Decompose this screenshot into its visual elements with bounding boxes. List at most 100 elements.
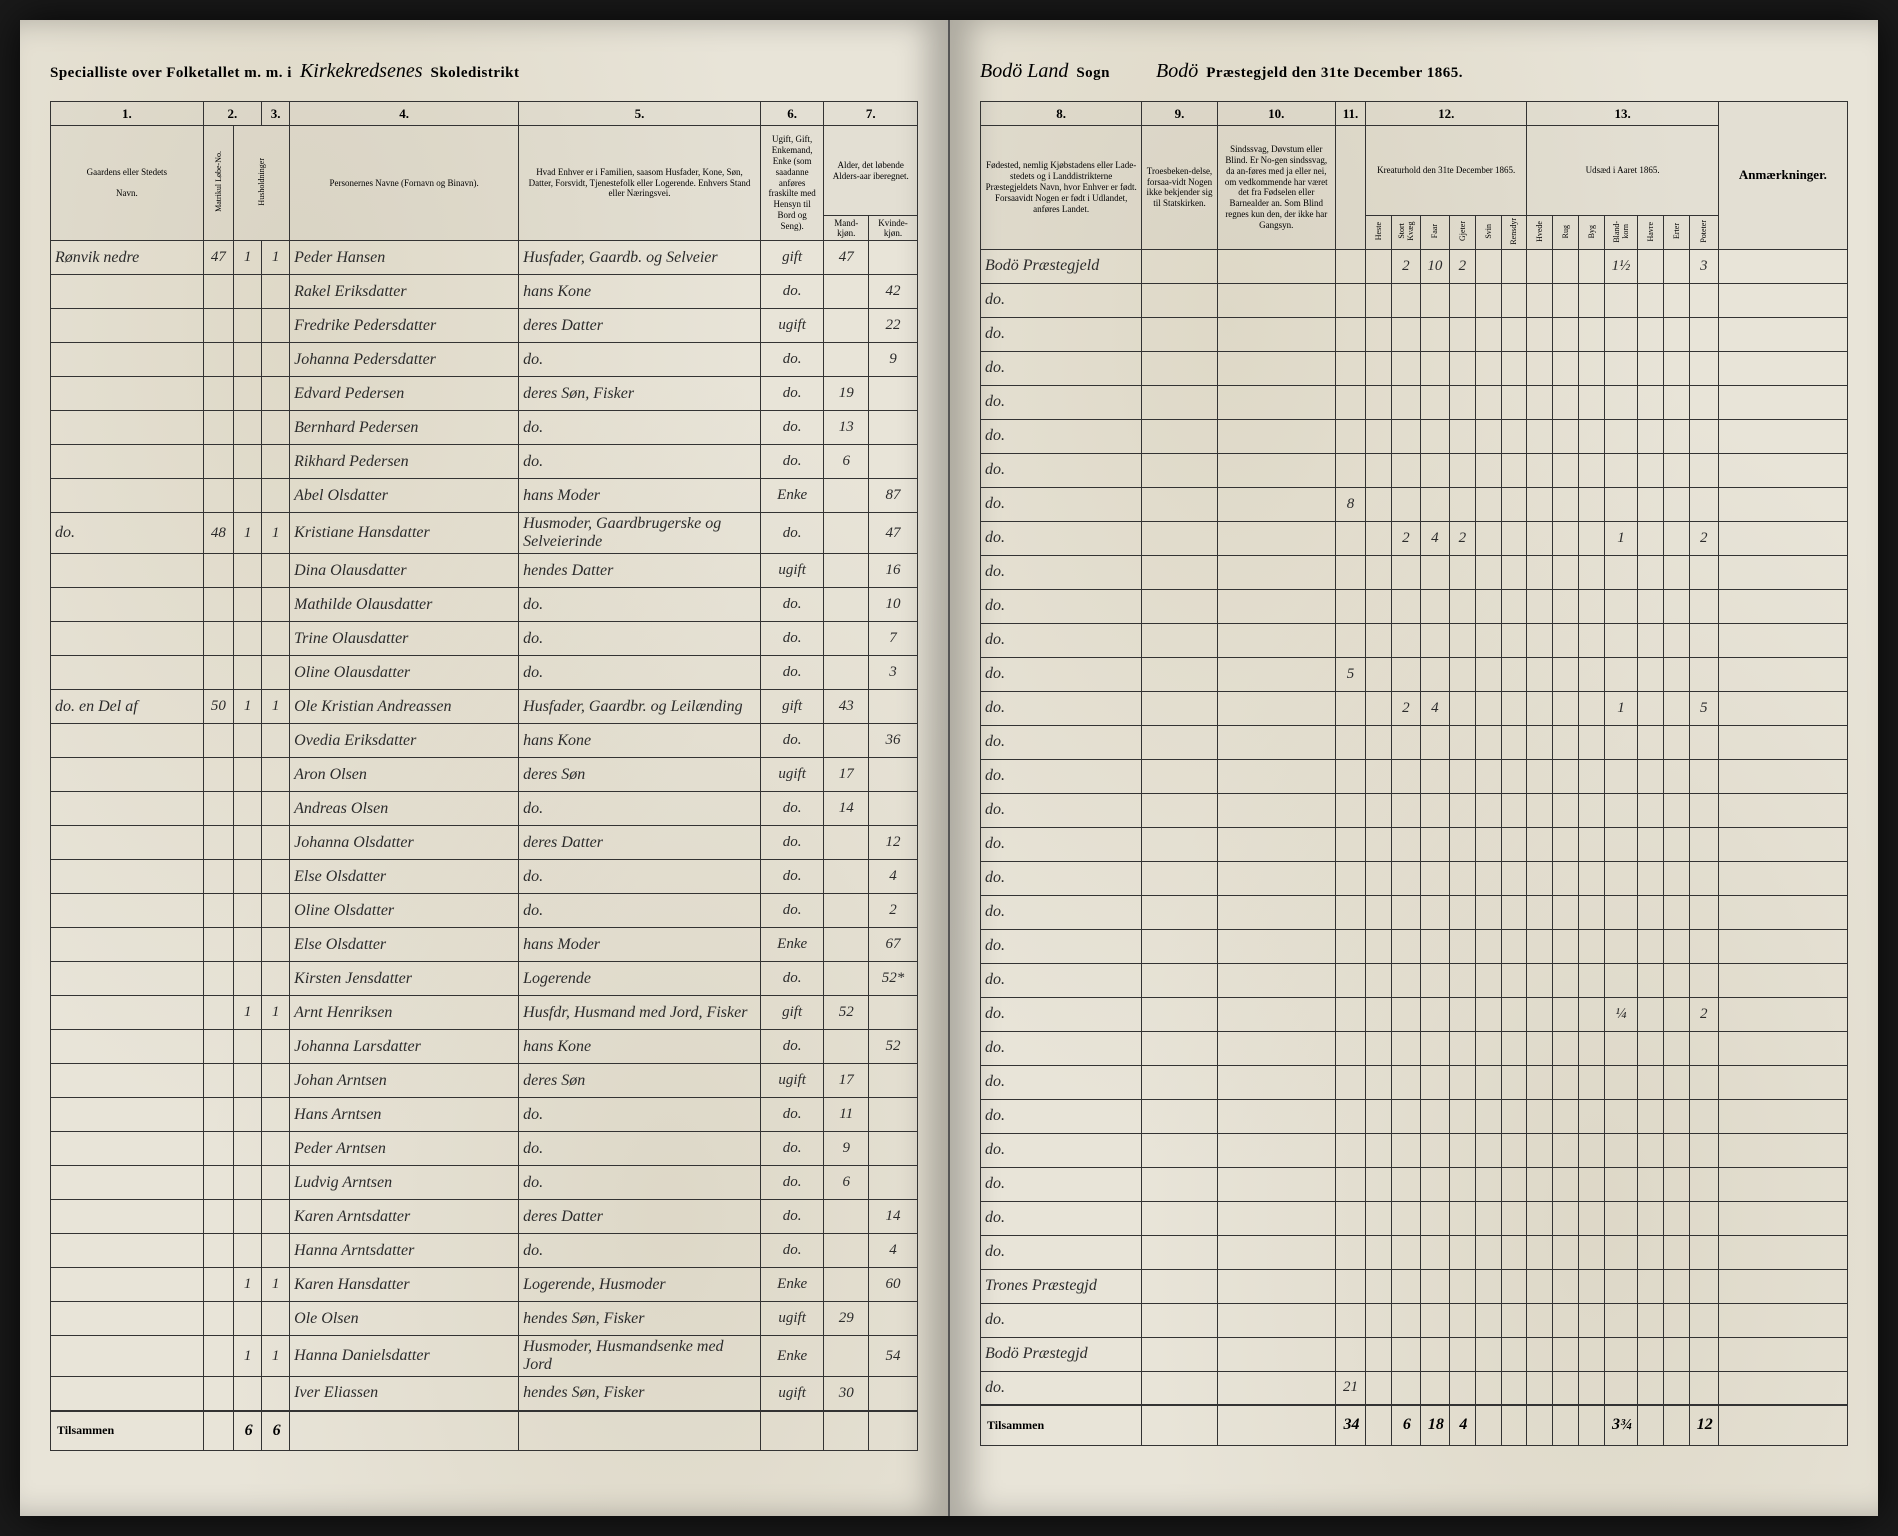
table-row: do. xyxy=(981,1133,1848,1167)
cell-k12-5 xyxy=(1501,725,1527,759)
cell-k12-1 xyxy=(1391,657,1420,691)
cell-k13-5 xyxy=(1663,1167,1689,1201)
cell-k12-5 xyxy=(1501,555,1527,589)
cell-hh2 xyxy=(262,479,290,513)
cell-k: 4 xyxy=(868,860,917,894)
cell-k12-2 xyxy=(1420,1133,1449,1167)
cell-hh xyxy=(234,656,262,690)
cell-hh xyxy=(234,724,262,758)
cell-k12-1 xyxy=(1391,963,1420,997)
cell-k13-4 xyxy=(1638,793,1664,827)
cell-c11 xyxy=(1335,1269,1365,1303)
cell-k13-6 xyxy=(1689,1269,1718,1303)
cell-k13-3 xyxy=(1604,623,1637,657)
footer-k12-0 xyxy=(1366,1405,1392,1445)
footer-k13-6: 12 xyxy=(1689,1405,1718,1445)
cell-mn: 50 xyxy=(203,690,234,724)
colnum-11: 11. xyxy=(1335,102,1365,126)
cell-k12-4 xyxy=(1475,283,1501,317)
cell-k12-1 xyxy=(1391,1371,1420,1405)
cell-troes xyxy=(1142,691,1217,725)
cell-k13-0 xyxy=(1527,249,1553,283)
head-sinds: Sindssvag, Døvstum eller Blind. Er No-ge… xyxy=(1217,126,1335,250)
cell-k13-4 xyxy=(1638,963,1664,997)
cell-hh xyxy=(234,1098,262,1132)
cell-k13-4 xyxy=(1638,895,1664,929)
cell-k13-4 xyxy=(1638,1167,1664,1201)
cell-troes xyxy=(1142,1303,1217,1337)
cell-k13-1 xyxy=(1553,725,1579,759)
cell-k13-3 xyxy=(1604,861,1637,895)
colnum-10: 10. xyxy=(1217,102,1335,126)
footer-k13-3: 3¾ xyxy=(1604,1405,1637,1445)
cell-hh2 xyxy=(262,1030,290,1064)
cell-k13-2 xyxy=(1579,725,1605,759)
cell-k12-4 xyxy=(1475,385,1501,419)
cell-k: 4 xyxy=(868,1234,917,1268)
table-row: Hanna Arntsdatterdo.do.4 xyxy=(51,1234,918,1268)
colnum-3: 3. xyxy=(262,102,290,126)
page-left: Specialliste over Folketallet m. m. i Ki… xyxy=(20,20,950,1516)
table-row: Andreas Olsendo.do.14 xyxy=(51,792,918,826)
cell-k13-5 xyxy=(1663,997,1689,1031)
cell-c11: 5 xyxy=(1335,657,1365,691)
table-row: do. xyxy=(981,861,1848,895)
cell-fod: do. xyxy=(981,317,1142,351)
cell-c11 xyxy=(1335,725,1365,759)
cell-k12-0 xyxy=(1366,249,1392,283)
cell-stat: do. xyxy=(760,826,824,860)
cell-hh xyxy=(234,377,262,411)
table-row: Johanna Larsdatterhans Konedo.52 xyxy=(51,1030,918,1064)
cell-k12-3 xyxy=(1449,827,1475,861)
cell-k12-5 xyxy=(1501,623,1527,657)
cell-k12-3 xyxy=(1449,555,1475,589)
cell-k13-6 xyxy=(1689,317,1718,351)
cell-k12-2 xyxy=(1420,827,1449,861)
cell-mn xyxy=(203,445,234,479)
cell-sinds xyxy=(1217,1065,1335,1099)
cell-k12-4 xyxy=(1475,691,1501,725)
cell-stat: do. xyxy=(760,860,824,894)
cell-k12-2 xyxy=(1420,1031,1449,1065)
header-trail: Skoledistrikt xyxy=(431,65,520,82)
table-row: do.21 xyxy=(981,1371,1848,1405)
cell-m xyxy=(824,513,869,554)
table-row: Ovedia Eriksdatterhans Konedo.36 xyxy=(51,724,918,758)
cell-gaard xyxy=(51,656,204,690)
cell-k13-3: 1 xyxy=(1604,691,1637,725)
cell-k12-5 xyxy=(1501,419,1527,453)
cell-m: 43 xyxy=(824,690,869,724)
cell-k13-3 xyxy=(1604,283,1637,317)
table-row: Bodö Præstegjeld21021½3 xyxy=(981,249,1848,283)
cell-hh2 xyxy=(262,894,290,928)
cell-sinds xyxy=(1217,1031,1335,1065)
cell-k13-2 xyxy=(1579,1201,1605,1235)
cell-fod: do. xyxy=(981,725,1142,759)
census-table-left: 1. 2. 3. 4. 5. 6. 7. Gaardens eller Sted… xyxy=(50,101,918,1451)
cell-k12-0 xyxy=(1366,861,1392,895)
cell-k12-2 xyxy=(1420,1201,1449,1235)
cell-c11 xyxy=(1335,895,1365,929)
cell-stat: Enke xyxy=(760,479,824,513)
cell-k12-3 xyxy=(1449,691,1475,725)
cell-fod: do. xyxy=(981,453,1142,487)
cell-fam: Husmoder, Husmandsenke med Jord xyxy=(519,1336,761,1377)
table-row: do. xyxy=(981,827,1848,861)
cell-mn xyxy=(203,275,234,309)
cell-k13-5 xyxy=(1663,1031,1689,1065)
cell-k12-2 xyxy=(1420,929,1449,963)
cell-k13-3 xyxy=(1604,1235,1637,1269)
cell-stat: do. xyxy=(760,377,824,411)
cell-k xyxy=(868,411,917,445)
cell-k13-3 xyxy=(1604,1133,1637,1167)
footer-k12-3: 4 xyxy=(1449,1405,1475,1445)
cell-k12-5 xyxy=(1501,385,1527,419)
cell-fod: do. xyxy=(981,283,1142,317)
cell-mn xyxy=(203,1234,234,1268)
cell-mn xyxy=(203,554,234,588)
cell-k12-4 xyxy=(1475,793,1501,827)
cell-gaard xyxy=(51,758,204,792)
cell-k13-4 xyxy=(1638,997,1664,1031)
cell-fam: do. xyxy=(519,656,761,690)
cell-k13-2 xyxy=(1579,1371,1605,1405)
